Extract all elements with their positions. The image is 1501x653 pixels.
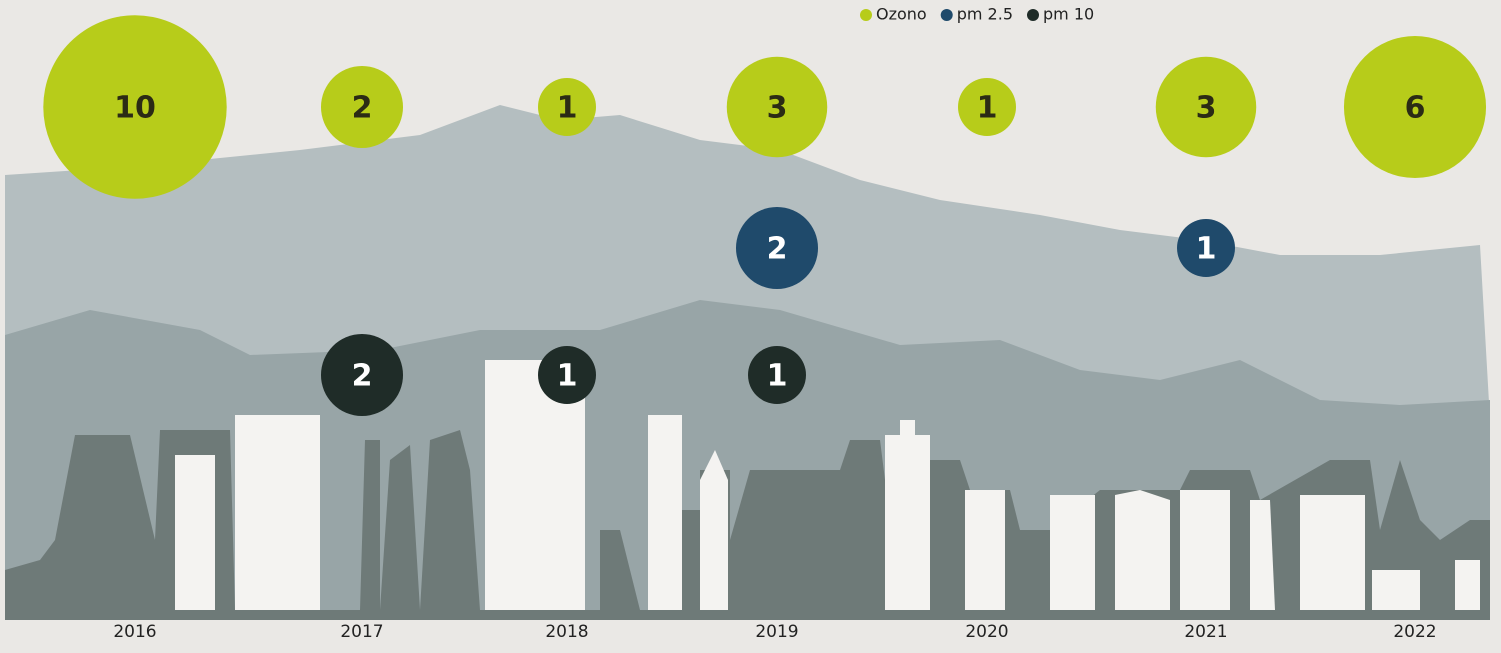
data-label: 10	[114, 91, 156, 126]
x-tick-label: 2016	[113, 622, 156, 642]
data-label: 3	[1196, 91, 1217, 126]
legend-label: pm 10	[1043, 5, 1094, 24]
data-label: 1	[557, 359, 578, 394]
data-label: 1	[977, 91, 998, 126]
data-label: 6	[1405, 91, 1426, 126]
data-label: 1	[767, 359, 788, 394]
x-tick-label: 2017	[340, 622, 383, 642]
data-label: 2	[352, 359, 373, 394]
x-tick-label: 2020	[965, 622, 1008, 642]
x-tick-label: 2021	[1184, 622, 1227, 642]
legend-label: Ozono	[876, 5, 927, 24]
x-tick-label: 2018	[545, 622, 588, 642]
legend-swatch	[941, 9, 953, 21]
data-label: 1	[1196, 232, 1217, 267]
legend-swatch	[860, 9, 872, 21]
x-tick-label: 2019	[755, 622, 798, 642]
chart: 2016 2017 2018 2019 2020 2021 2022 10 2 1 3 1 3 6 2 1 2 1…	[0, 0, 1501, 653]
legend-label: pm 2.5	[957, 5, 1013, 24]
data-label: 2	[352, 91, 373, 126]
data-label: 3	[767, 91, 788, 126]
legend-swatch	[1027, 9, 1039, 21]
x-tick-label: 2022	[1393, 622, 1436, 642]
data-label: 1	[557, 91, 578, 126]
data-label: 2	[767, 232, 788, 267]
